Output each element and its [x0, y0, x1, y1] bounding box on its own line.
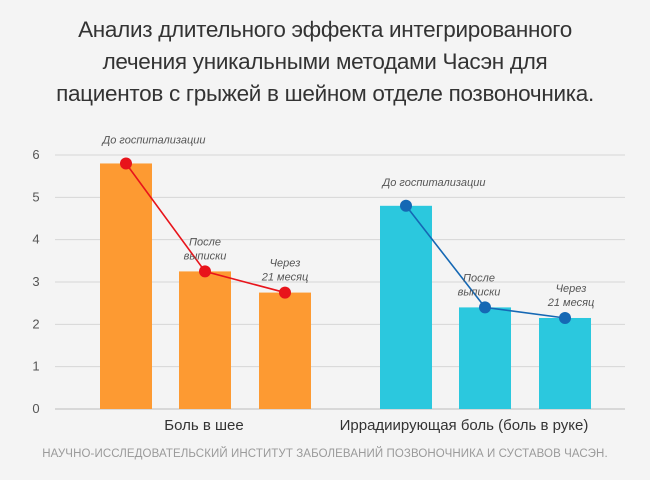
y-tick-label-2: 2 — [32, 316, 39, 331]
bar-1-1 — [100, 163, 152, 409]
y-tick-label-6: 6 — [32, 147, 39, 162]
data-point-2-3 — [559, 311, 571, 324]
data-point-2-1 — [400, 199, 412, 212]
y-tick-label-1: 1 — [32, 359, 39, 374]
bar-label-2-3-line-1: Через — [556, 283, 587, 295]
data-point-1-3 — [279, 286, 291, 299]
chart-title: Анализ длительного эффекта интегрированн… — [0, 14, 650, 110]
y-tick-label-0: 0 — [32, 401, 39, 416]
bar-2-3 — [539, 317, 591, 409]
x-category-label-2: Иррадиирующая боль (боль в руке) — [340, 417, 589, 434]
bar-label-1-3-line-2: 21 месяц — [261, 272, 309, 284]
bar-label-2-1-line-1: До госпитализации — [381, 177, 486, 189]
chart-title-line-3: пациентов с грыжей в шейном отделе позво… — [56, 81, 594, 106]
data-point-2-2 — [479, 301, 491, 314]
y-tick-label-4: 4 — [32, 232, 39, 247]
data-point-1-2 — [199, 265, 211, 278]
bar-label-2-2-line-1: После — [463, 272, 495, 284]
data-point-1-1 — [120, 157, 132, 170]
bar-2-1 — [380, 205, 432, 409]
chart-title-line-1: Анализ длительного эффекта интегрированн… — [78, 17, 572, 42]
y-tick-label-5: 5 — [32, 189, 39, 204]
bar-label-2-3-line-2: 21 месяц — [547, 297, 595, 309]
footer-source: НАУЧНО-ИССЛЕДОВАТЕЛЬСКИЙ ИНСТИТУТ ЗАБОЛЕ… — [42, 448, 608, 460]
x-category-label-1: Боль в шее — [164, 417, 243, 434]
chart-title-line-2: лечения уникальными методами Часэн для — [102, 49, 548, 74]
y-tick-label-3: 3 — [32, 274, 39, 289]
bar-label-1-1-line-1: До госпитализации — [101, 134, 206, 146]
bar-2-2 — [459, 307, 511, 409]
bar-label-1-3-line-1: Через — [270, 258, 301, 270]
bar-label-1-2-line-1: После — [189, 236, 221, 248]
bar-label-2-2-line-2: выписки — [458, 286, 501, 298]
bar-1-2 — [179, 271, 231, 409]
bar-label-1-2-line-2: выписки — [184, 250, 227, 262]
bar-1-3 — [259, 292, 311, 409]
